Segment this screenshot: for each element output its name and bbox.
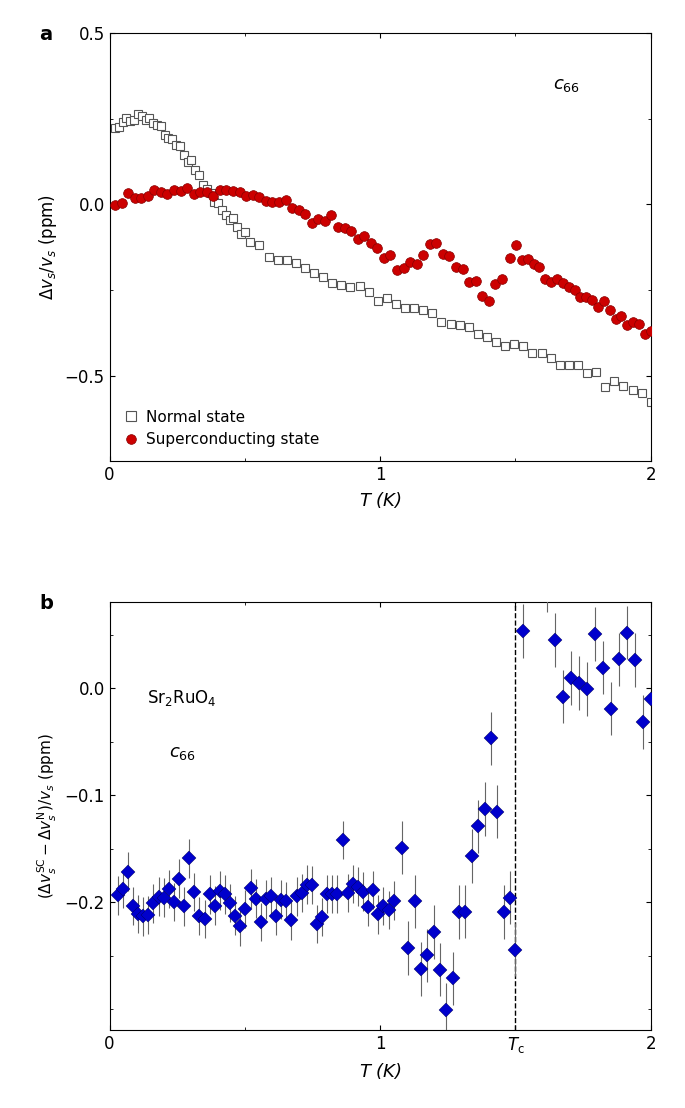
- Text: $c_{66}$: $c_{66}$: [169, 743, 196, 761]
- Text: b: b: [39, 594, 53, 613]
- Y-axis label: $\Delta v_s/v_s$ (ppm): $\Delta v_s/v_s$ (ppm): [37, 194, 59, 300]
- X-axis label: $T$ (K): $T$ (K): [359, 490, 401, 510]
- Text: Sr$_2$RuO$_4$: Sr$_2$RuO$_4$: [147, 688, 217, 708]
- Legend: Normal state, Superconducting state: Normal state, Superconducting state: [117, 403, 326, 453]
- X-axis label: $T$ (K): $T$ (K): [359, 1060, 401, 1081]
- Text: a: a: [39, 24, 52, 43]
- Text: $c_{66}$: $c_{66}$: [553, 76, 580, 94]
- Y-axis label: $(\Delta v_s^{\mathrm{SC}} - \Delta v_s^{\mathrm{N}})/v_s$ (ppm): $(\Delta v_s^{\mathrm{SC}} - \Delta v_s^…: [36, 733, 59, 900]
